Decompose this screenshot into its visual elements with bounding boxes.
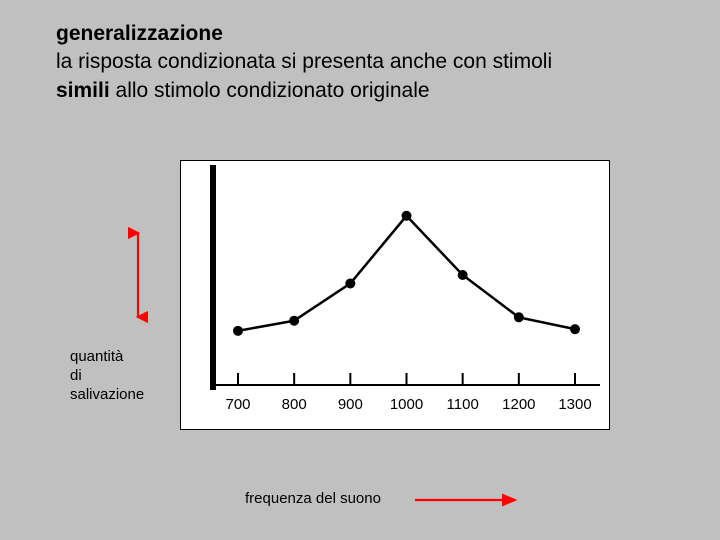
heading-line3-rest: allo stimolo condizionato originale: [110, 79, 430, 102]
svg-text:1300: 1300: [558, 396, 591, 413]
x-axis-label: frequenza del suono: [245, 490, 381, 507]
intro-text: generalizzazione la risposta condizionat…: [56, 20, 664, 105]
heading-line3-bold: simili: [56, 79, 110, 102]
x-axis-arrow-icon: [410, 490, 530, 510]
svg-text:1000: 1000: [390, 396, 423, 413]
y-axis-arrow-icon: [128, 225, 148, 325]
svg-text:900: 900: [338, 396, 363, 413]
generalization-chart: 700 800 900 1000 1100 1200 1300: [180, 160, 610, 430]
svg-text:700: 700: [225, 396, 250, 413]
svg-text:800: 800: [282, 396, 307, 413]
heading-bold: generalizzazione: [56, 22, 223, 45]
y-axis-label: quantitàdisalivazione: [70, 348, 144, 404]
svg-text:1100: 1100: [447, 396, 479, 413]
heading-line2: la risposta condizionata si presenta anc…: [56, 50, 552, 73]
svg-text:1200: 1200: [502, 396, 535, 413]
